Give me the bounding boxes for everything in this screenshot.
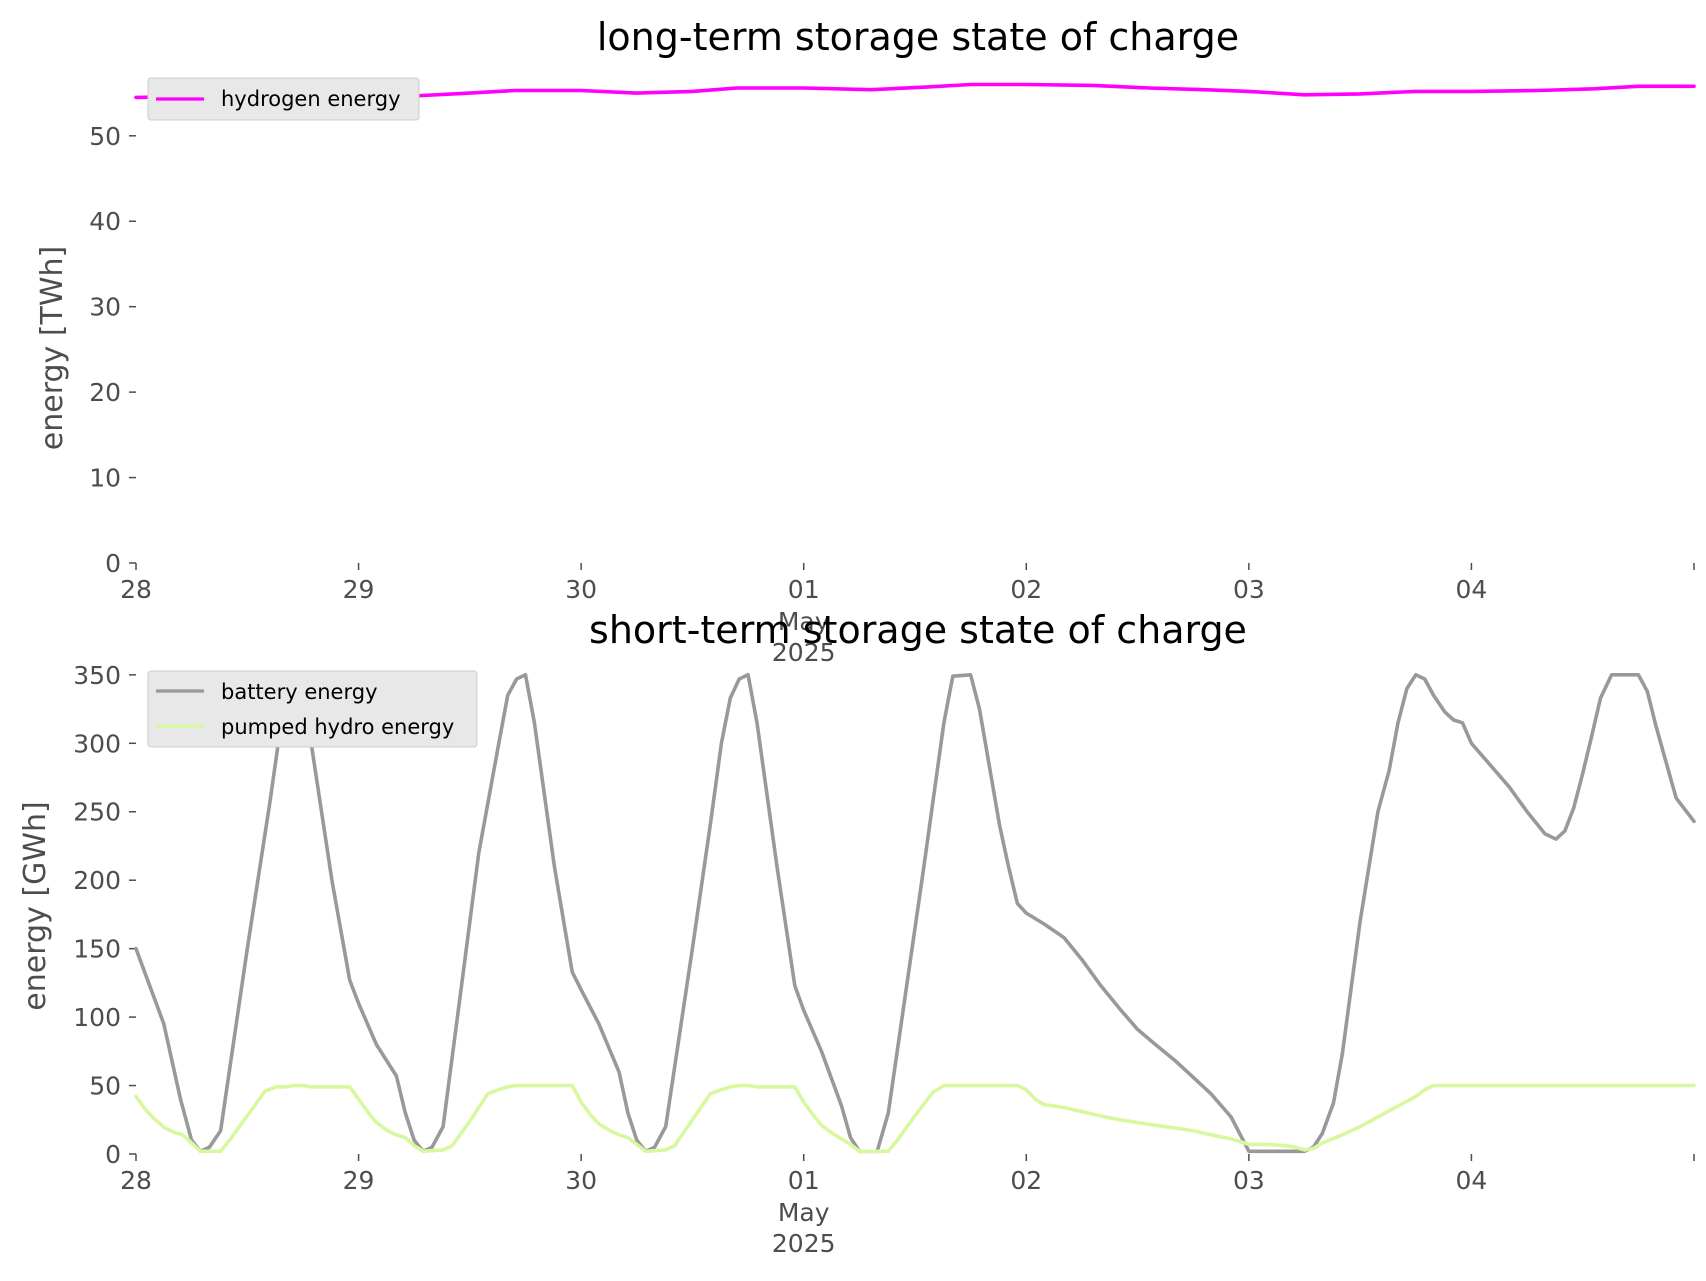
x-tick-sublabel: 2025 [772, 1229, 836, 1258]
series-layer [134, 672, 1696, 1154]
x-tick-label: 01 [788, 575, 820, 604]
y-tick-label: 0 [105, 549, 121, 578]
legend-label-hydrogen: hydrogen energy [221, 87, 401, 111]
y-tick-label: 50 [89, 1072, 121, 1101]
y-tick-label: 100 [73, 1003, 121, 1032]
chart-title: short-term storage state of charge [589, 608, 1247, 652]
x-tick-sublabel: May [778, 1198, 830, 1227]
legend: hydrogen energy [147, 77, 420, 121]
y-tick-label: 300 [73, 729, 121, 758]
x-tick-label: 01 [788, 1166, 820, 1195]
chart-long-term: long-term storage state of charge energy… [35, 15, 1696, 667]
y-tick-label: 50 [89, 122, 121, 151]
y-axis-label: energy [GWh] [18, 801, 53, 1010]
x-tick-label: 30 [565, 1166, 597, 1195]
x-tick-label: 03 [1233, 1166, 1265, 1195]
y-tick-label: 40 [89, 207, 121, 236]
legend-box [147, 77, 420, 121]
x-tick-label: 04 [1456, 575, 1488, 604]
y-tick-label: 200 [73, 866, 121, 895]
x-tick-label: 02 [1010, 575, 1042, 604]
chart-title: long-term storage state of charge [597, 15, 1239, 59]
y-tick-label: 10 [89, 464, 121, 493]
legend-label-pumped-hydro: pumped hydro energy [221, 715, 454, 739]
x-tick-label: 29 [343, 575, 375, 604]
series-line-pumped-hydro-energy [134, 1083, 1696, 1154]
x-tick-sublabel: May [778, 607, 830, 636]
x-tick-label: 30 [565, 575, 597, 604]
y-tick-label: 150 [73, 935, 121, 964]
x-tick-label: 28 [120, 1166, 152, 1195]
chart-short-term: short-term storage state of charge energ… [18, 608, 1696, 1258]
legend-box [147, 670, 478, 748]
y-tick-label: 250 [73, 798, 121, 827]
series-layer [134, 82, 1696, 100]
y-axis-label: energy [TWh] [35, 246, 70, 450]
y-axis-ticks: 0 10 20 30 40 50 [89, 122, 136, 578]
x-tick-label: 03 [1233, 575, 1265, 604]
x-tick-label: 04 [1456, 1166, 1488, 1195]
x-tick-label: 02 [1010, 1166, 1042, 1195]
y-tick-label: 0 [105, 1140, 121, 1169]
y-tick-label: 30 [89, 293, 121, 322]
x-tick-sublabel: 2025 [772, 638, 836, 667]
x-tick-label: 29 [343, 1166, 375, 1195]
y-tick-label: 20 [89, 378, 121, 407]
legend: battery energy pumped hydro energy [147, 670, 478, 748]
y-axis-ticks: 0 50 100 150 200 250 300 350 [73, 661, 136, 1169]
y-tick-label: 350 [73, 661, 121, 690]
legend-label-battery: battery energy [221, 680, 378, 704]
series-line-hydrogen-energy [134, 82, 1696, 100]
x-tick-label: 28 [120, 575, 152, 604]
